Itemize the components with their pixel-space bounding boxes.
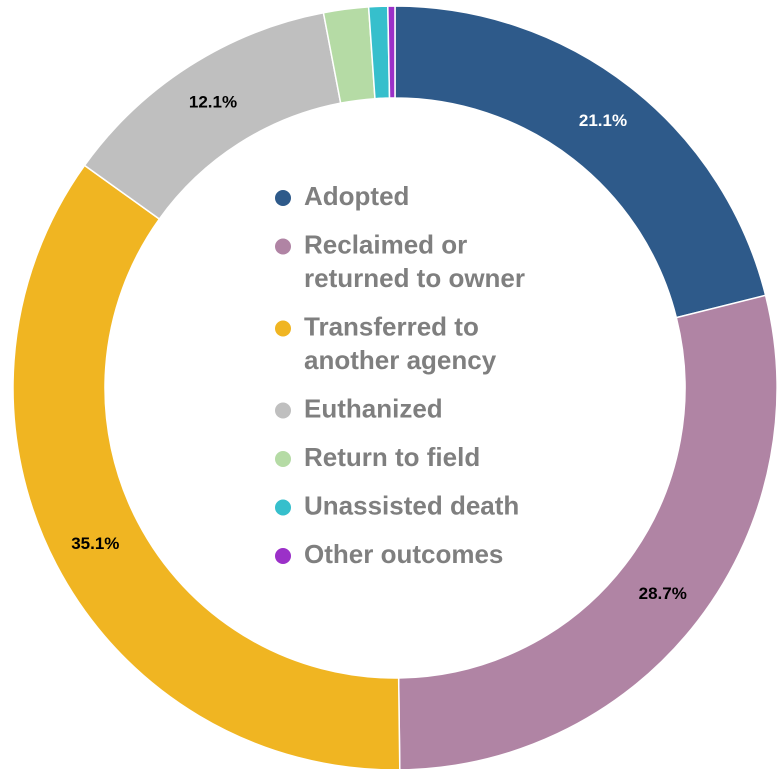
slice-labels: 21.1% 28.7% 35.1% 12.1% (71, 93, 687, 603)
slice-label-adopted: 21.1% (579, 111, 627, 130)
legend-item-reclaimed-or-returned-to-owner: Reclaimed or returned to owner (275, 229, 525, 293)
legend-label: Unassisted death (304, 490, 519, 520)
legend-item-return-to-field: Return to field (275, 442, 480, 472)
legend-marker (275, 402, 291, 419)
slice-euthanized (83, 11, 342, 221)
legend-label: Return to field (304, 442, 480, 472)
legend-marker (275, 190, 291, 206)
legend-label: Adopted (304, 181, 409, 211)
legend-marker (275, 320, 291, 337)
legend-marker (275, 451, 291, 467)
legend-label: Reclaimed or (304, 229, 467, 259)
legend-label: another agency (304, 345, 497, 375)
legend-marker (275, 548, 291, 564)
slice-label-transferred-to-another-agency: 35.1% (71, 534, 119, 553)
chart-legend: Adopted Reclaimed or returned to owner Tran… (275, 181, 525, 569)
legend-label: Other outcomes (304, 539, 503, 569)
legend-item-transferred-to-another-agency: Transferred to another agency (275, 311, 497, 375)
slice-transferred-to-another-agency (12, 164, 401, 769)
legend-label: returned to owner (304, 263, 525, 293)
slice-label-euthanized: 12.1% (189, 93, 237, 112)
legend-item-euthanized: Euthanized (275, 393, 443, 423)
legend-marker (275, 238, 291, 255)
legend-item-other-outcomes: Other outcomes (275, 539, 503, 569)
slice-reclaimed-or-returned-to-owner (397, 294, 778, 769)
slice-other-outcomes (387, 5, 396, 99)
legend-marker (275, 499, 291, 516)
slice-label-reclaimed-or-returned-to-owner: 28.7% (639, 584, 687, 603)
legend-label: Euthanized (304, 393, 443, 423)
donut-slices (12, 5, 778, 769)
legend-item-adopted: Adopted (275, 181, 409, 211)
legend-item-unassisted-death: Unassisted death (275, 490, 519, 520)
legend-label: Transferred to (304, 311, 479, 341)
